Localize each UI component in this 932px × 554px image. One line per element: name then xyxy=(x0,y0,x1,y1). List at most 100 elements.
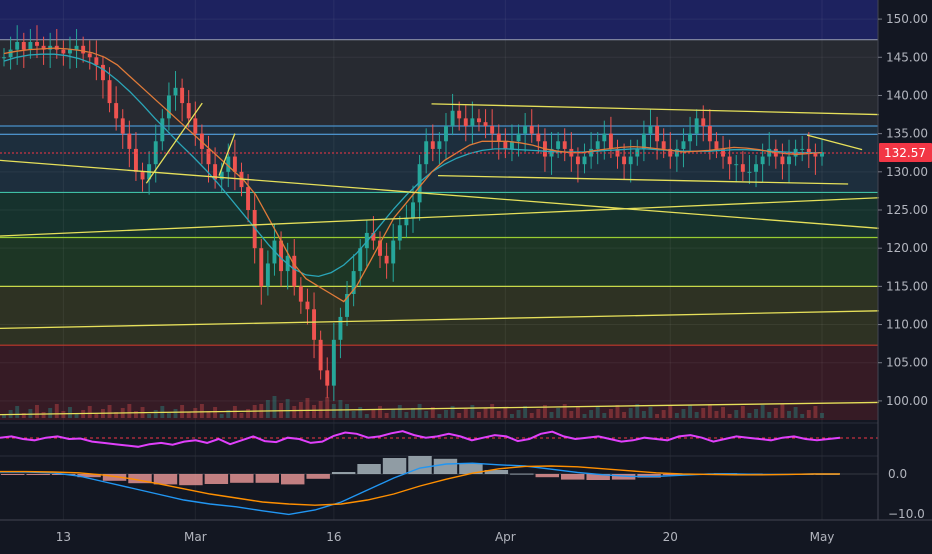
volume-bar-105 xyxy=(694,412,699,418)
volume-bar-86 xyxy=(569,411,574,418)
volume-bar-33 xyxy=(219,414,224,418)
time-tick-label-1: Mar xyxy=(184,530,207,544)
price-tick-label-5: 125.00 xyxy=(886,203,928,217)
candle-body-64 xyxy=(424,141,429,165)
volume-bars xyxy=(2,396,824,418)
volume-bar-113 xyxy=(747,413,752,418)
time-axis[interactable]: 13Mar16Apr20May18Jun xyxy=(56,530,932,544)
price-tick-label-0: 150.00 xyxy=(886,12,928,26)
macd-pane xyxy=(0,456,878,516)
volume-bar-80 xyxy=(529,413,534,418)
volume-bar-5 xyxy=(35,405,39,418)
candle-body-89 xyxy=(589,148,594,157)
macd-hist-bar-5 xyxy=(128,474,152,484)
volume-bar-13 xyxy=(87,406,92,418)
volume-bar-56 xyxy=(371,410,376,418)
volume-bar-77 xyxy=(509,414,514,418)
volume-bar-17 xyxy=(114,412,119,418)
volume-bar-101 xyxy=(668,406,673,418)
volume-bar-118 xyxy=(780,404,785,418)
volume-bar-75 xyxy=(496,411,501,418)
macd-axis[interactable]: 0.0 −10.0 xyxy=(888,467,925,521)
time-tick-label-2: 16 xyxy=(326,530,341,544)
time-tick-label-4: 20 xyxy=(663,530,678,544)
volume-bar-78 xyxy=(516,410,521,418)
volume-bar-31 xyxy=(206,411,211,418)
volume-bar-73 xyxy=(483,408,488,418)
trendline-1 xyxy=(438,174,849,185)
candle-body-59 xyxy=(391,240,396,264)
candle-body-6 xyxy=(41,45,46,50)
candle-body-91 xyxy=(602,133,607,142)
macd-hist-bar-19 xyxy=(484,470,509,474)
macd-hist-bar-17 xyxy=(433,458,458,474)
candle-body-56 xyxy=(371,232,376,241)
candle-body-79 xyxy=(523,126,528,134)
candle-body-49 xyxy=(325,370,330,386)
volume-bar-60 xyxy=(397,405,402,418)
candle-body-19 xyxy=(127,133,132,149)
candle-body-39 xyxy=(259,248,264,287)
volume-bar-95 xyxy=(628,408,633,418)
volume-bar-103 xyxy=(681,409,686,418)
price-axis[interactable]: 150.00 145.00 140.00 135.00 130.00 125.00 120.… xyxy=(878,12,928,408)
candle-body-65 xyxy=(430,141,435,149)
candle-body-4 xyxy=(28,42,33,50)
volume-bar-98 xyxy=(648,407,653,418)
trendline-2 xyxy=(0,159,879,229)
volume-bar-59 xyxy=(391,409,396,418)
candle-body-32 xyxy=(213,164,218,180)
volume-bar-71 xyxy=(470,405,475,418)
volume-bar-23 xyxy=(153,410,158,418)
candle-body-109 xyxy=(721,148,726,157)
volume-bar-47 xyxy=(312,405,317,418)
candle-body-31 xyxy=(206,148,211,165)
candle-body-3 xyxy=(21,42,26,50)
candle-body-113 xyxy=(747,171,752,173)
volume-bar-93 xyxy=(615,405,620,418)
candle-body-75 xyxy=(496,133,501,142)
candle-body-52 xyxy=(345,294,349,317)
candle-body-118 xyxy=(780,156,785,165)
price-tick-label-1: 145.00 xyxy=(886,50,928,64)
candle-body-90 xyxy=(595,141,600,149)
volume-bar-116 xyxy=(767,412,772,418)
volume-bar-67 xyxy=(444,410,448,418)
volume-bar-96 xyxy=(635,404,640,418)
candle-body-13 xyxy=(87,53,92,58)
volume-bar-28 xyxy=(186,412,191,418)
volume-bar-81 xyxy=(536,409,541,418)
macd-hist-bar-1 xyxy=(26,474,50,475)
candle-body-60 xyxy=(397,225,402,241)
zone-5 xyxy=(0,286,878,346)
volume-bar-19 xyxy=(127,404,132,418)
volume-bar-124 xyxy=(820,413,824,418)
time-tick-label-0: 13 xyxy=(56,530,71,544)
candle-body-71 xyxy=(470,118,475,126)
volume-bar-110 xyxy=(727,414,732,418)
volume-bar-70 xyxy=(463,409,468,418)
volume-bar-107 xyxy=(707,404,712,418)
macd-hist-bar-11 xyxy=(281,474,305,485)
trendlines[interactable] xyxy=(0,102,879,416)
volume-bar-72 xyxy=(477,412,481,418)
candle-body-94 xyxy=(622,156,627,165)
volume-bar-6 xyxy=(41,412,46,418)
candle-body-70 xyxy=(463,118,468,126)
volume-bar-7 xyxy=(48,408,53,418)
volume-bar-44 xyxy=(292,406,297,418)
volume-bar-20 xyxy=(133,411,138,418)
volume-bar-25 xyxy=(166,413,171,418)
volume-bar-108 xyxy=(714,411,719,418)
volume-bar-40 xyxy=(265,400,270,418)
volume-bar-16 xyxy=(107,405,112,418)
candle-body-63 xyxy=(417,164,422,203)
candle-body-14 xyxy=(94,57,99,65)
volume-bar-122 xyxy=(806,410,811,418)
candle-body-28 xyxy=(186,103,191,119)
horizontal-levels xyxy=(0,39,878,346)
candle-body-108 xyxy=(714,141,719,149)
trendline-3 xyxy=(0,197,879,237)
